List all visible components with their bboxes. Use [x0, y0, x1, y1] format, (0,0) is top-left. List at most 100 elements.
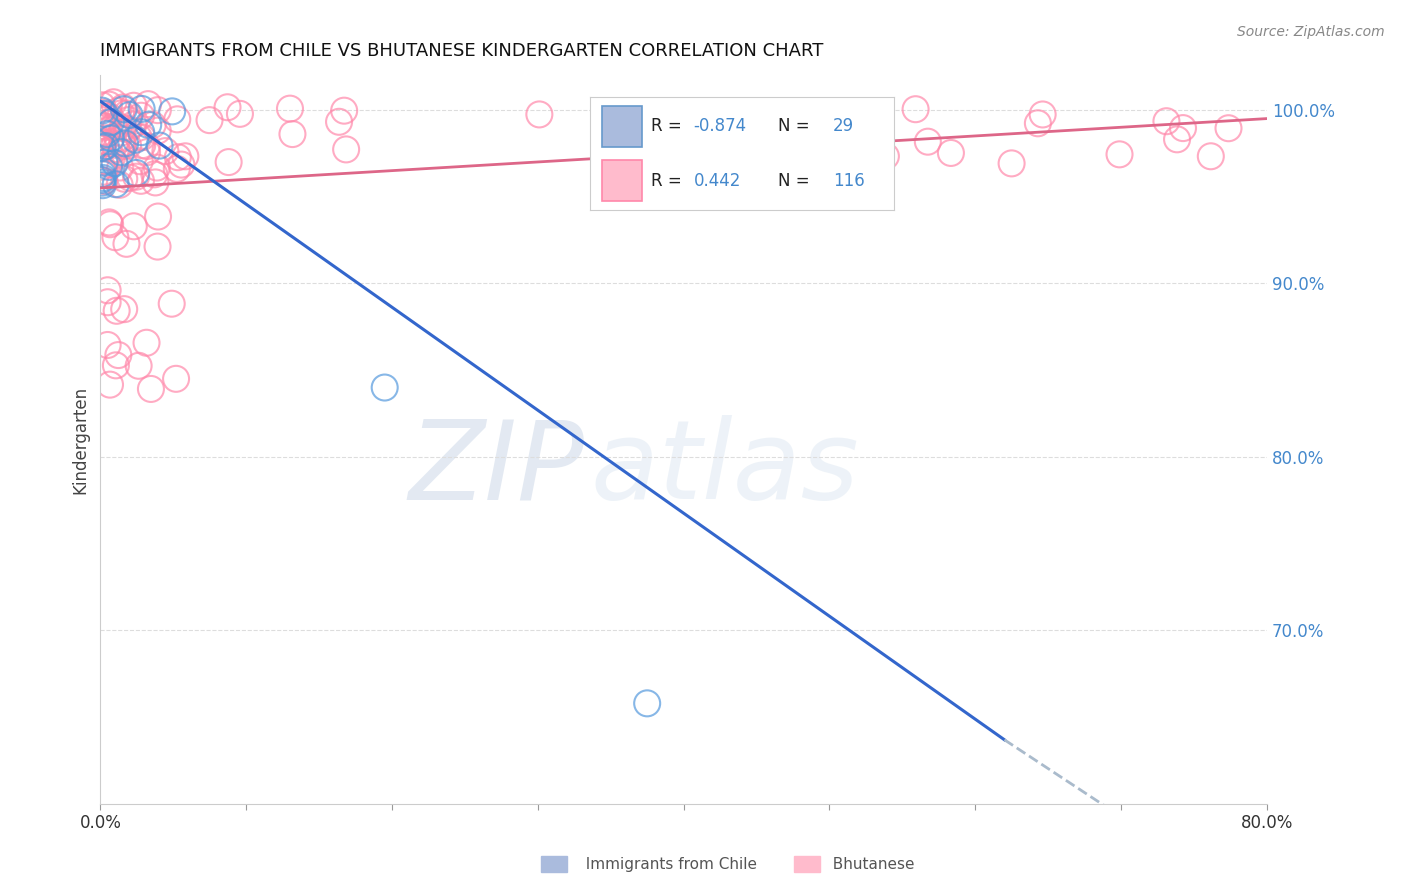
Point	[148, 138, 170, 153]
Point	[143, 167, 166, 181]
Point	[104, 359, 127, 373]
Point	[217, 100, 239, 114]
Point	[122, 118, 145, 132]
Point	[110, 145, 132, 160]
Point	[90, 98, 112, 112]
Point	[107, 103, 129, 118]
Point	[135, 139, 157, 153]
Point	[110, 106, 132, 120]
Point	[1156, 114, 1178, 128]
Point	[904, 102, 927, 116]
Point	[94, 139, 117, 153]
Point	[96, 116, 118, 130]
Y-axis label: Kindergarten: Kindergarten	[72, 385, 89, 493]
Point	[103, 95, 125, 110]
Point	[98, 97, 121, 112]
Point	[91, 119, 114, 133]
Point	[98, 160, 121, 174]
Point	[281, 127, 304, 141]
Point	[112, 171, 135, 186]
Text: atlas: atlas	[591, 416, 859, 522]
Point	[112, 302, 135, 317]
Point	[128, 154, 150, 169]
Point	[91, 160, 114, 174]
Point	[91, 107, 114, 121]
Point	[160, 104, 183, 119]
Point	[111, 136, 134, 151]
Point	[166, 150, 188, 164]
Point	[97, 283, 120, 297]
Point	[333, 103, 356, 118]
Point	[93, 107, 115, 121]
Point	[114, 136, 136, 151]
Point	[105, 303, 128, 318]
Text: ZIP: ZIP	[409, 416, 585, 522]
Point	[136, 145, 159, 160]
Point	[122, 99, 145, 113]
Point	[939, 145, 962, 160]
Point	[112, 100, 135, 114]
Point	[917, 135, 939, 149]
Point	[93, 105, 115, 120]
Point	[146, 161, 169, 175]
Point	[146, 123, 169, 137]
Point	[98, 136, 121, 151]
Point	[529, 107, 551, 121]
Point	[118, 170, 141, 185]
Point	[118, 108, 141, 122]
Point	[1218, 121, 1240, 136]
Point	[107, 348, 129, 362]
Point	[112, 139, 135, 153]
Point	[111, 131, 134, 145]
Point	[174, 149, 197, 163]
Point	[1171, 121, 1194, 136]
Point	[112, 102, 135, 116]
Point	[91, 176, 114, 190]
Point	[98, 157, 121, 171]
Point	[117, 113, 139, 128]
Point	[875, 149, 897, 163]
Point	[155, 144, 177, 158]
Point	[108, 161, 131, 175]
Point	[136, 97, 159, 112]
Point	[145, 176, 167, 190]
Point	[129, 109, 152, 123]
Point	[117, 122, 139, 136]
Point	[104, 121, 127, 136]
Point	[111, 120, 134, 135]
Point	[98, 377, 121, 392]
Point	[131, 138, 153, 153]
Point	[166, 112, 188, 127]
Point	[98, 217, 121, 231]
Point	[1108, 147, 1130, 161]
Point	[91, 171, 114, 186]
Point	[90, 142, 112, 156]
Point	[146, 103, 169, 117]
Point	[104, 156, 127, 170]
Point	[139, 382, 162, 396]
Point	[278, 102, 301, 116]
Point	[90, 134, 112, 148]
Point	[108, 178, 131, 192]
Point	[374, 380, 396, 394]
Point	[198, 113, 221, 128]
Point	[125, 169, 148, 184]
Point	[97, 295, 120, 310]
Point	[165, 372, 187, 386]
Point	[1032, 107, 1054, 121]
Point	[98, 110, 121, 124]
Point	[93, 167, 115, 181]
Point	[142, 118, 165, 132]
Point	[91, 178, 114, 193]
Point	[94, 154, 117, 169]
Point	[166, 161, 188, 176]
Point	[136, 118, 159, 132]
Point	[129, 174, 152, 188]
Point	[96, 127, 118, 141]
Point	[90, 103, 112, 118]
Point	[128, 130, 150, 145]
Point	[693, 154, 716, 169]
Text: Source: ZipAtlas.com: Source: ZipAtlas.com	[1237, 25, 1385, 39]
Point	[128, 359, 150, 373]
Point	[335, 142, 357, 156]
